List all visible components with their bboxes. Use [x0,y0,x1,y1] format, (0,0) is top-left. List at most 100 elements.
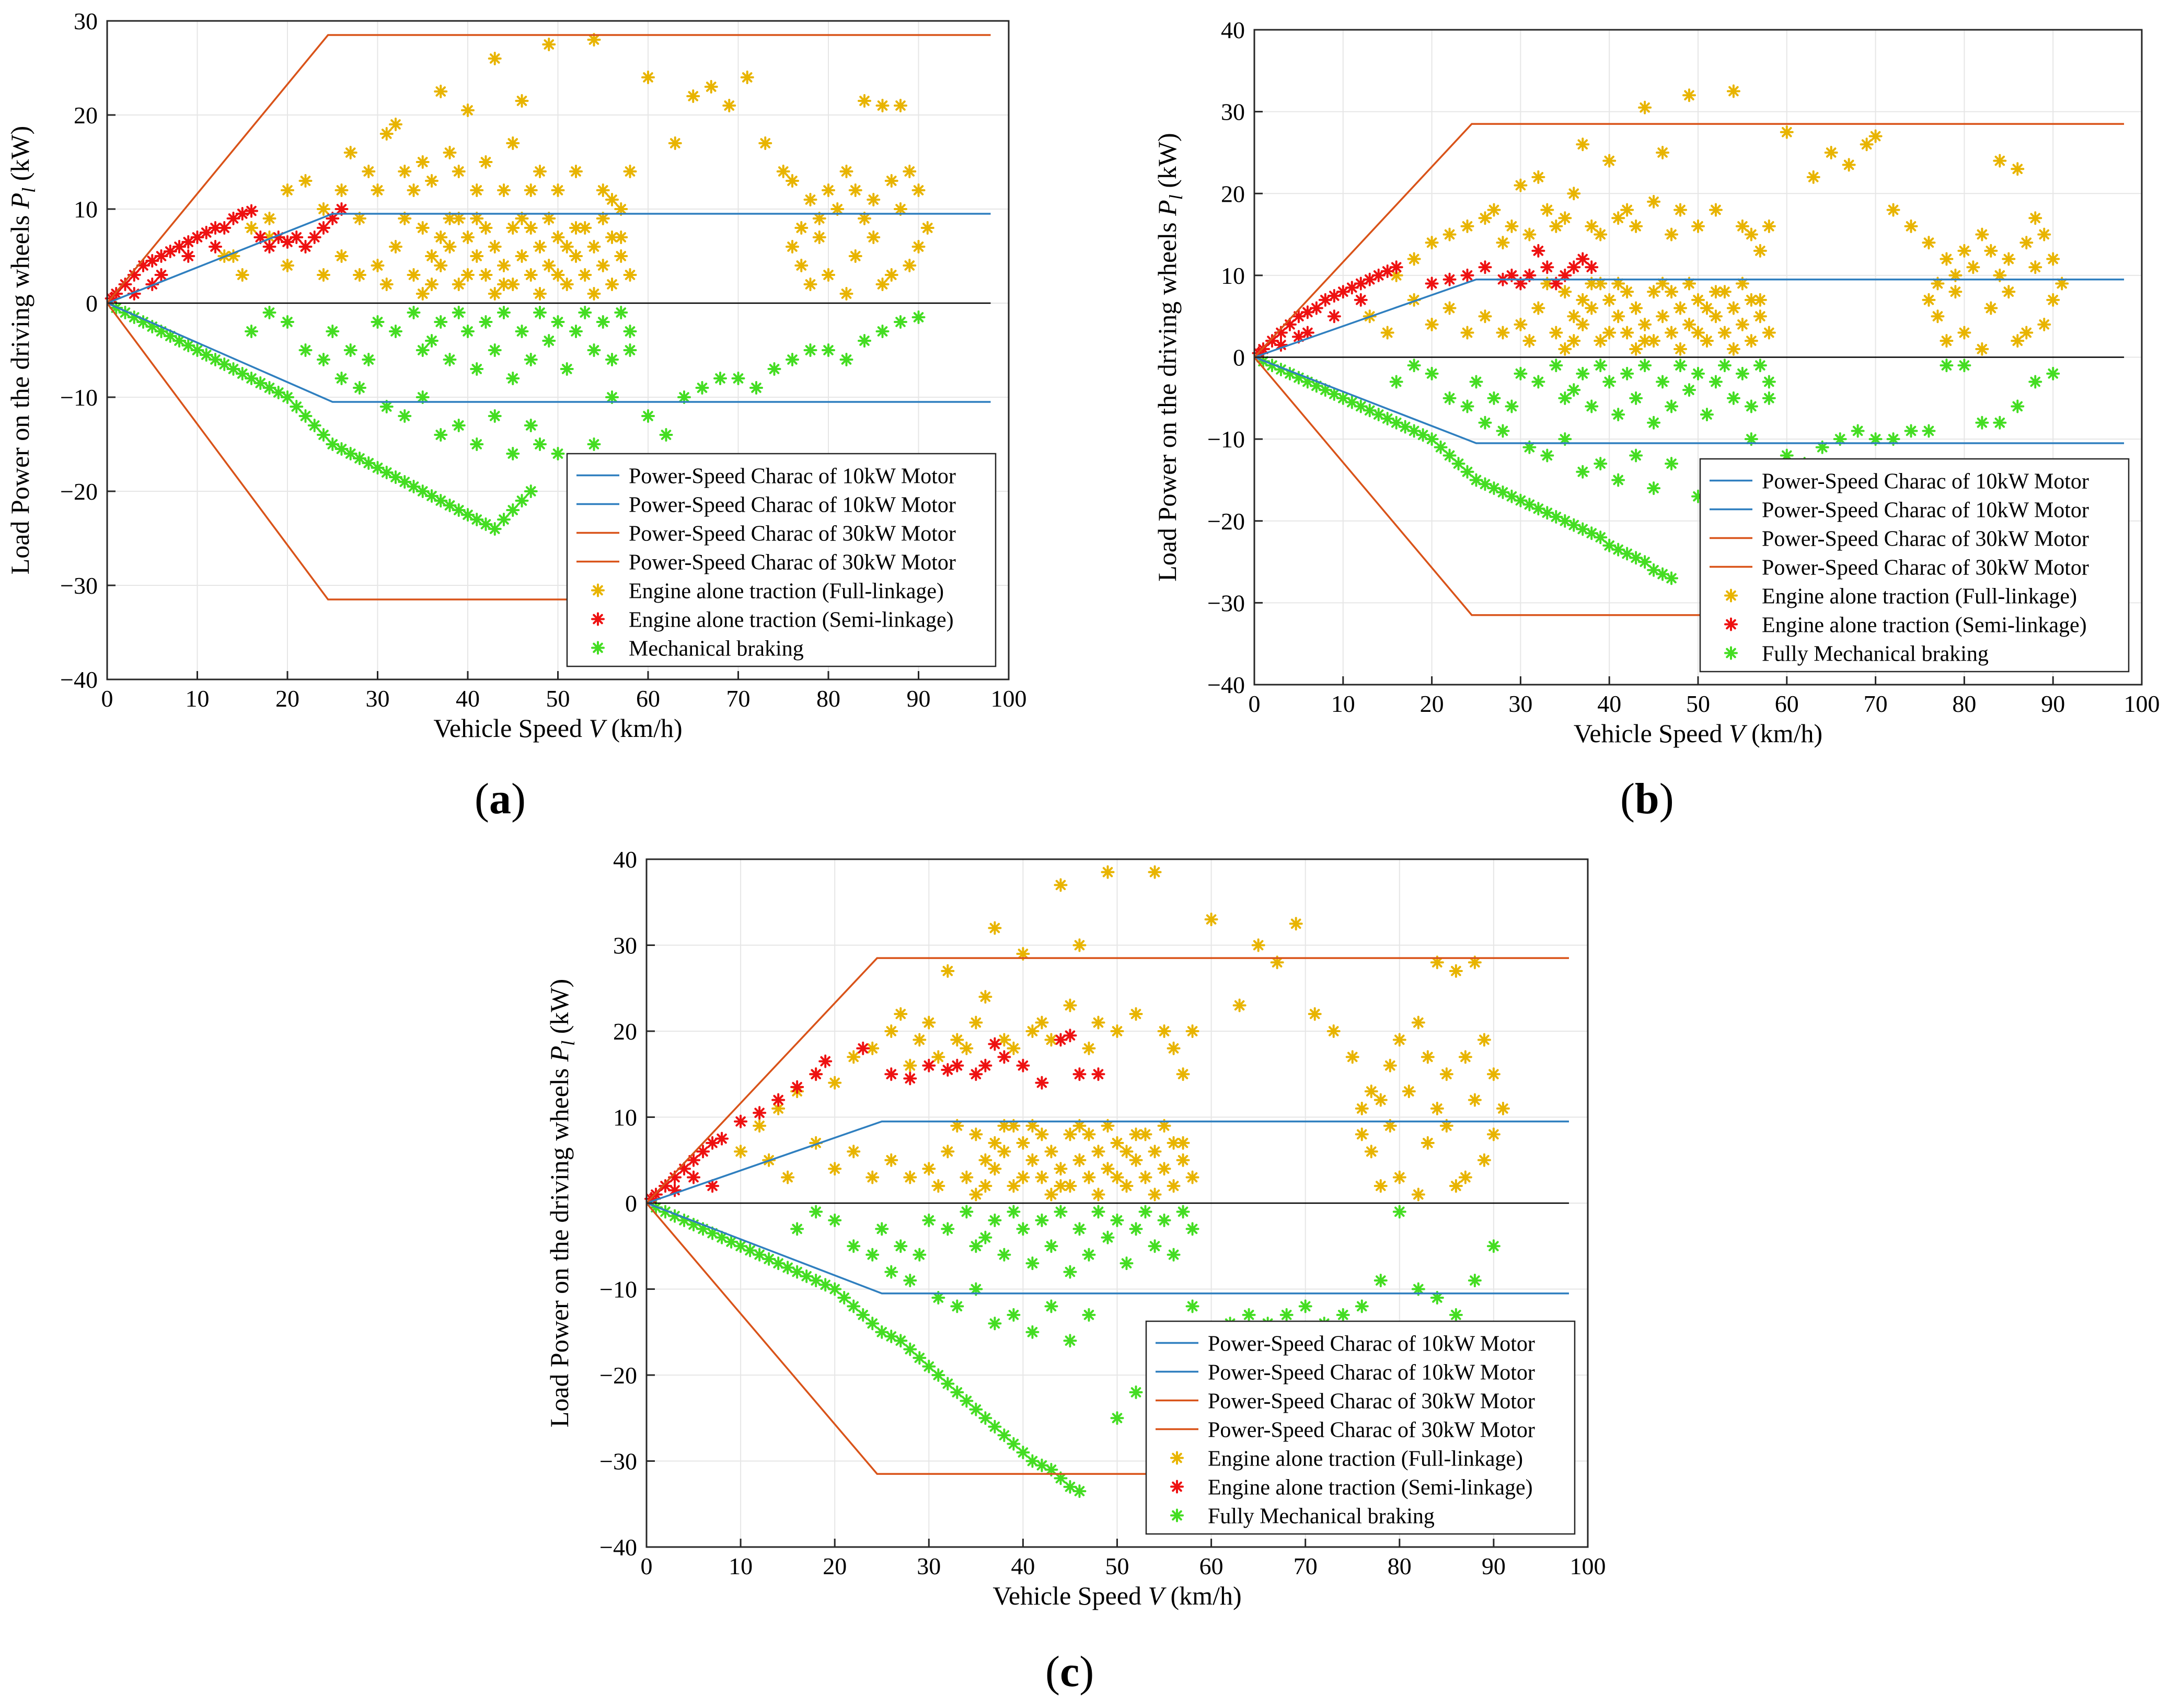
data-point [1442,391,1457,405]
data-point [1425,236,1439,250]
data-point [960,1205,974,1219]
data-point [839,165,853,178]
data-point [452,419,466,432]
data-point [1576,252,1590,266]
data-point [884,1153,898,1167]
data-point [1251,938,1265,952]
data-point [1007,1308,1021,1322]
data-point [407,480,421,493]
data-point [1691,293,1705,307]
data-point [1531,244,1545,258]
data-point [614,202,628,216]
data-point [1478,416,1492,430]
data-point [1585,399,1599,413]
data-point [1558,391,1572,405]
data-point [551,183,565,197]
data-point [734,1114,748,1128]
data-point [425,249,438,263]
data-point [1354,293,1368,307]
data-point [488,52,502,65]
data-point [771,1093,786,1107]
data-point [326,325,340,338]
data-point [1726,84,1740,98]
data-point [1726,301,1740,315]
data-point [281,315,294,329]
data-point [903,1170,917,1184]
data-point [1717,326,1732,340]
x-tick-label: 70 [726,685,751,712]
data-point [1993,154,2007,168]
data-point [497,513,511,526]
x-tick-label: 70 [1294,1553,1318,1579]
data-point [828,1076,842,1090]
x-tick-label: 70 [1864,690,1888,717]
data-point [786,353,799,366]
data-point [715,1132,729,1146]
data-point [1402,1084,1416,1099]
data-point [978,1411,992,1425]
data-point [1082,1041,1096,1055]
data-point [1735,219,1749,233]
data-point [1091,1205,1105,1219]
data-point [1129,1007,1143,1021]
data-point [884,174,898,188]
data-point [1594,359,1608,373]
legend-label: Power-Speed Charac of 10kW Motor [1762,470,2089,494]
data-point [1691,219,1705,233]
data-point [1602,538,1617,552]
data-point [1138,1205,1152,1219]
data-point [1148,1187,1162,1202]
data-point [1744,399,1758,413]
data-point [771,1256,786,1271]
data-point [497,183,511,197]
data-point [941,1063,955,1077]
data-point [758,136,772,150]
data-point [524,268,538,282]
data-point [839,353,853,366]
data-point [317,221,330,235]
data-point [560,362,574,376]
data-point [515,494,529,507]
data-point [837,1290,851,1305]
data-point [1806,170,1820,184]
data-point [1993,416,2007,430]
data-point [488,343,502,357]
data-point [1458,1170,1472,1184]
data-point [2002,252,2016,266]
data-point [1167,1179,1181,1193]
data-point [1289,917,1303,931]
data-point [677,390,691,404]
data-point [1647,481,1661,495]
data-point [425,489,438,503]
data-point [894,315,907,329]
data-point [379,278,394,291]
data-point [245,221,258,235]
data-point [1477,1153,1491,1167]
data-point [389,325,402,338]
data-point [1514,366,1528,380]
data-point [818,1278,833,1292]
x-tick-label: 90 [907,685,931,712]
data-point [1007,1437,1021,1451]
data-point [1486,1067,1500,1081]
data-point [434,230,448,244]
data-point [950,1299,964,1313]
data-point [1063,1265,1077,1279]
data-point [903,259,917,272]
data-point [1505,399,1519,413]
motor-line-1 [646,1202,1569,1295]
y-tick-label: 40 [1221,17,1245,43]
data-point [1487,203,1501,217]
data-point [1336,1308,1350,1322]
data-point [307,230,321,244]
data-point [470,513,484,526]
data-point [1629,551,1643,565]
y-tick-label: −10 [60,384,98,411]
data-point [1298,1299,1312,1313]
data-point [551,268,565,282]
data-point [1101,865,1115,879]
x-tick-label: 60 [636,685,660,712]
data-point [988,1037,1002,1051]
data-point [1665,571,1679,585]
data-point [1975,342,1989,356]
